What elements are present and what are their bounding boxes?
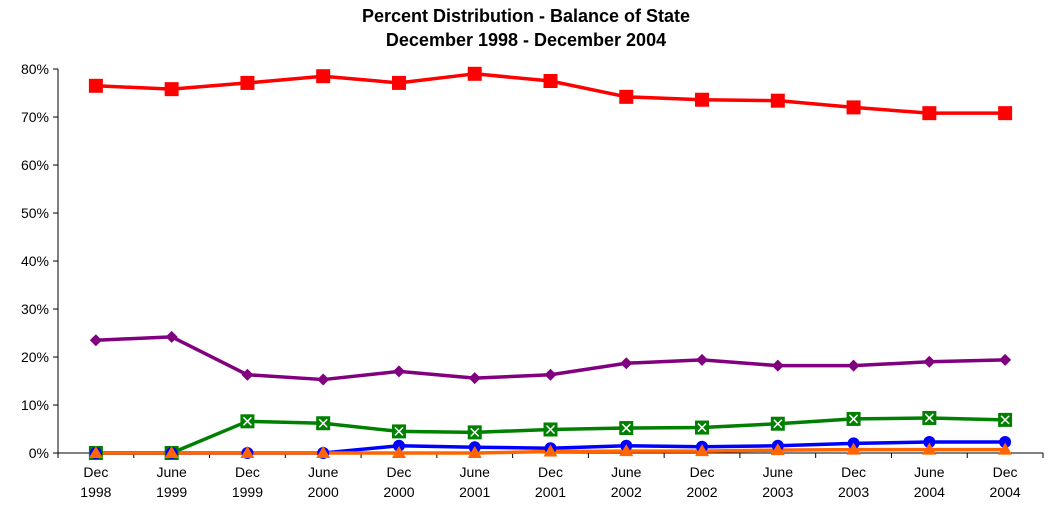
data-point-diamond: [923, 355, 936, 368]
data-point-triangle: [998, 442, 1013, 455]
data-point-square: [998, 106, 1013, 121]
x-tick-label: 2003: [762, 484, 793, 500]
x-tick-label: 2004: [990, 484, 1021, 500]
data-point-boxed-x-stroke: [545, 424, 556, 435]
data-point-diamond: [392, 365, 405, 378]
x-tick-label: Dec: [235, 464, 260, 480]
x-tick-label: 1999: [232, 484, 263, 500]
data-point-square: [922, 106, 937, 121]
data-point-diamond: [468, 372, 481, 385]
data-point-square: [770, 93, 785, 108]
data-point-boxed-x-stroke: [773, 419, 783, 429]
data-point-triangle: [846, 442, 861, 455]
data-point-square: [316, 69, 331, 84]
data-point-diamond: [847, 359, 860, 372]
data-point-triangle: [467, 446, 482, 458]
x-tick-label: Dec: [841, 464, 866, 480]
data-point-diamond: [771, 359, 784, 372]
x-tick-label: Dec: [387, 464, 412, 480]
data-point-diamond: [999, 353, 1012, 366]
x-tick-label: Dec: [538, 464, 563, 480]
x-tick-label: Dec: [993, 464, 1018, 480]
data-point-triangle: [619, 444, 634, 457]
data-point-triangle: [240, 446, 255, 458]
chart-title: Percent Distribution - Balance of State: [361, 6, 691, 26]
data-point-triangle: [770, 443, 785, 456]
data-point-diamond: [165, 330, 178, 343]
data-point-diamond: [317, 373, 330, 386]
data-point-triangle: [543, 444, 558, 457]
data-point-diamond: [696, 353, 709, 366]
y-tick-label: 80%: [21, 61, 49, 77]
y-tick-label: 0%: [29, 445, 49, 461]
data-point-square: [391, 75, 406, 90]
y-tick-label: 10%: [21, 397, 49, 413]
data-point-diamond: [620, 357, 633, 370]
data-point-triangle: [164, 446, 179, 458]
x-tick-label: 2001: [459, 484, 490, 500]
data-point-square: [695, 92, 710, 107]
data-point-triangle: [922, 442, 937, 455]
x-tick-label: 1998: [80, 484, 111, 500]
x-tick-label: 2002: [686, 484, 717, 500]
y-tick-label: 20%: [21, 349, 49, 365]
x-tick-label: 2000: [383, 484, 414, 500]
data-point-diamond: [241, 368, 254, 381]
data-point-triangle: [316, 446, 331, 458]
data-point-boxed-x-stroke: [242, 416, 252, 426]
data-point-square: [846, 100, 861, 115]
chart-subtitle: December 1998 - December 2004: [385, 30, 667, 50]
x-tick-label: June: [914, 464, 945, 480]
x-tick-label: June: [763, 464, 794, 480]
x-tick-label: Dec: [690, 464, 715, 480]
y-tick-label: 50%: [21, 205, 49, 221]
x-tick-label: June: [308, 464, 339, 480]
x-tick-label: Dec: [83, 464, 108, 480]
y-tick-label: 30%: [21, 301, 49, 317]
data-point-boxed-x-stroke: [318, 418, 328, 428]
y-tick-label: 60%: [21, 157, 49, 173]
x-tick-label: 2002: [611, 484, 642, 500]
x-tick-label: 2003: [838, 484, 869, 500]
data-point-diamond: [544, 368, 557, 381]
y-tick-label: 40%: [21, 253, 49, 269]
data-point-boxed-x-stroke: [924, 413, 934, 423]
data-point-circle: [923, 435, 936, 448]
x-tick-label: 1999: [156, 484, 187, 500]
data-point-diamond: [89, 334, 102, 347]
data-point-triangle: [88, 446, 103, 458]
x-tick-label: June: [611, 464, 642, 480]
data-point-boxed-x-stroke: [697, 423, 707, 433]
data-point-triangle: [391, 446, 406, 458]
data-point-boxed-x-stroke: [621, 423, 631, 433]
data-point-square: [619, 89, 634, 104]
data-point-circle: [999, 435, 1012, 448]
data-point-triangle: [695, 444, 710, 457]
x-tick-label: 2004: [914, 484, 945, 500]
x-tick-label: June: [156, 464, 187, 480]
x-tick-label: 2000: [308, 484, 339, 500]
y-tick-label: 70%: [21, 109, 49, 125]
data-point-square: [240, 75, 255, 90]
data-point-boxed-x-stroke: [394, 426, 404, 436]
data-point-boxed-x-stroke: [849, 414, 859, 424]
data-point-boxed-x-stroke: [470, 427, 480, 437]
data-point-boxed-x-stroke: [1000, 415, 1010, 425]
data-point-square: [164, 82, 179, 97]
x-tick-label: 2001: [535, 484, 566, 500]
data-point-circle: [392, 439, 405, 452]
x-tick-label: June: [460, 464, 491, 480]
data-point-square: [543, 74, 558, 88]
data-point-square: [467, 66, 482, 81]
data-point-square: [88, 78, 103, 93]
